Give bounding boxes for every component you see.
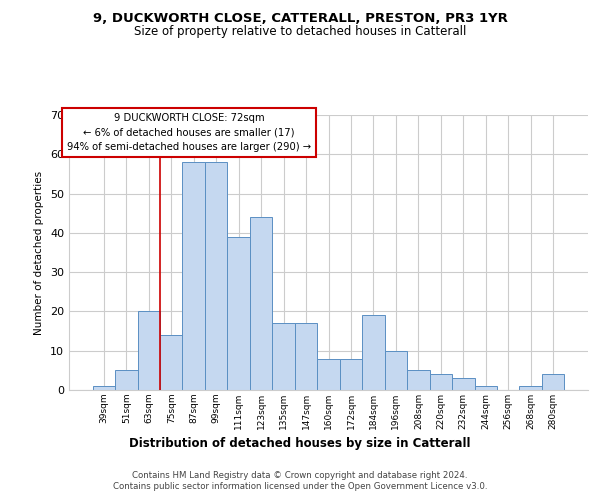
- Bar: [295, 323, 317, 390]
- Bar: [542, 374, 565, 390]
- Bar: [385, 350, 407, 390]
- Text: Size of property relative to detached houses in Catterall: Size of property relative to detached ho…: [134, 25, 466, 38]
- Bar: [475, 386, 497, 390]
- Text: 9, DUCKWORTH CLOSE, CATTERALL, PRESTON, PR3 1YR: 9, DUCKWORTH CLOSE, CATTERALL, PRESTON, …: [92, 12, 508, 26]
- Bar: [92, 386, 115, 390]
- Bar: [160, 335, 182, 390]
- Text: Contains HM Land Registry data © Crown copyright and database right 2024.: Contains HM Land Registry data © Crown c…: [132, 471, 468, 480]
- Bar: [362, 316, 385, 390]
- Y-axis label: Number of detached properties: Number of detached properties: [34, 170, 44, 334]
- Bar: [137, 312, 160, 390]
- Bar: [205, 162, 227, 390]
- Bar: [182, 162, 205, 390]
- Bar: [340, 358, 362, 390]
- Text: Distribution of detached houses by size in Catterall: Distribution of detached houses by size …: [129, 438, 471, 450]
- Bar: [115, 370, 137, 390]
- Text: Contains public sector information licensed under the Open Government Licence v3: Contains public sector information licen…: [113, 482, 487, 491]
- Bar: [520, 386, 542, 390]
- Bar: [452, 378, 475, 390]
- Text: 9 DUCKWORTH CLOSE: 72sqm
← 6% of detached houses are smaller (17)
94% of semi-de: 9 DUCKWORTH CLOSE: 72sqm ← 6% of detache…: [67, 113, 311, 152]
- Bar: [430, 374, 452, 390]
- Bar: [227, 237, 250, 390]
- Bar: [407, 370, 430, 390]
- Bar: [317, 358, 340, 390]
- Bar: [250, 217, 272, 390]
- Bar: [272, 323, 295, 390]
